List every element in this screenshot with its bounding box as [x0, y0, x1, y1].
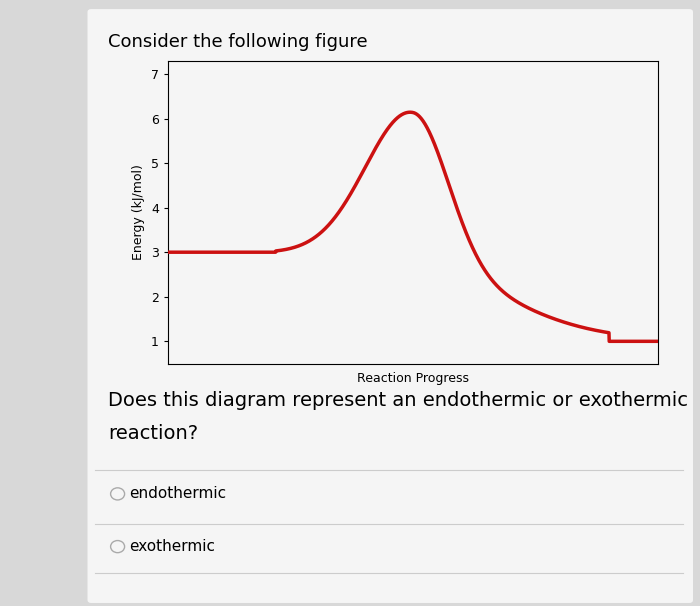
Text: Consider the following figure: Consider the following figure	[108, 33, 368, 52]
Text: reaction?: reaction?	[108, 424, 199, 443]
Text: endothermic: endothermic	[130, 487, 227, 501]
X-axis label: Reaction Progress: Reaction Progress	[357, 372, 469, 385]
Text: Does this diagram represent an endothermic or exothermic: Does this diagram represent an endotherm…	[108, 391, 689, 410]
Text: exothermic: exothermic	[130, 539, 216, 554]
Y-axis label: Energy (kJ/mol): Energy (kJ/mol)	[132, 164, 146, 260]
